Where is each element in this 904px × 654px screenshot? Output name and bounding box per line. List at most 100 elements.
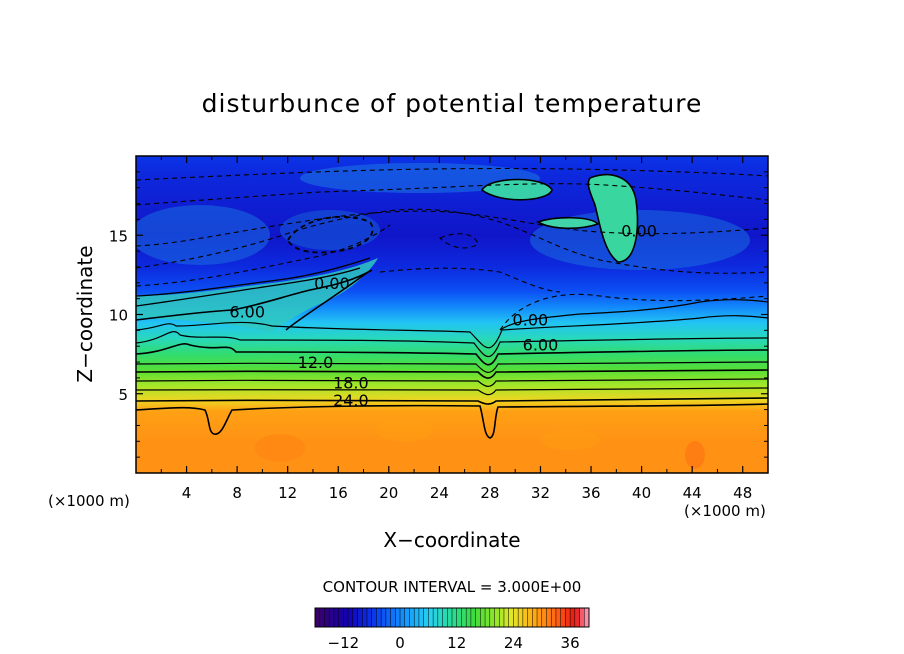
x-tick-label: 28	[480, 484, 499, 502]
colorbar-swatch	[319, 608, 325, 627]
negative-contour	[136, 208, 768, 274]
colorbar-swatch	[418, 608, 424, 627]
negative-contour	[136, 210, 768, 247]
x-unit-left: (×1000 m)	[48, 492, 130, 510]
colorbar-swatch	[532, 608, 538, 627]
y-axis-label: Z−coordinate	[73, 245, 97, 382]
negative-contour	[136, 183, 768, 206]
contour-line	[499, 299, 768, 331]
colorbar-tick-label: 12	[447, 634, 466, 652]
colorbar-swatch	[456, 608, 462, 627]
colorbar-swatch	[470, 608, 476, 627]
colorbar-swatch	[513, 608, 519, 627]
contour-line	[136, 369, 768, 379]
colorbar-swatch	[579, 608, 585, 627]
colorbar-swatch	[503, 608, 509, 627]
colorbar-swatch	[404, 608, 410, 627]
x-tick-label: 44	[683, 484, 702, 502]
surface-cell	[255, 434, 305, 462]
contour-line	[136, 269, 373, 321]
negative-contour	[286, 215, 374, 254]
x-tick-label: 20	[379, 484, 398, 502]
colorbar-tick-label: 36	[561, 634, 580, 652]
colorbar-swatch	[574, 608, 580, 627]
contour-interval-text: CONTOUR INTERVAL = 3.000E+00	[323, 578, 582, 596]
contour-line	[136, 378, 768, 387]
contour-lines	[136, 173, 768, 439]
colorbar-swatch	[395, 608, 401, 627]
colorbar-swatch	[494, 608, 500, 627]
contour-labels: 0.00 6.00 12.0 18.024.0 0.00 6.00 0.00	[229, 221, 656, 410]
contour-label: 0.00	[513, 310, 549, 329]
x-tick-label: 32	[531, 484, 550, 502]
colorbar-swatch	[362, 608, 368, 627]
colorbar-swatch	[541, 608, 547, 627]
cold-pocket	[136, 205, 270, 265]
contour-line	[285, 271, 369, 331]
colorbar-swatch	[428, 608, 434, 627]
colorbar	[314, 607, 590, 628]
colorbar-tick-label: 24	[504, 634, 523, 652]
colorbar-swatch	[414, 608, 420, 627]
cold-pocket	[280, 210, 380, 250]
x-unit-right: (×1000 m)	[684, 502, 766, 520]
x-tick-label: 4	[182, 484, 192, 502]
colorbar-swatch	[570, 608, 576, 627]
negative-contours	[136, 167, 768, 331]
colorbar-swatch	[489, 608, 495, 627]
colorbar-swatch	[485, 608, 491, 627]
colorbar-swatch	[433, 608, 439, 627]
negative-contour	[379, 267, 561, 293]
colorbar-swatch	[409, 608, 415, 627]
x-tick-label: 8	[232, 484, 242, 502]
colorbar-swatch	[522, 608, 528, 627]
colorbar-swatch	[537, 608, 543, 627]
colorbar-swatch	[348, 608, 354, 627]
colorbar-swatch	[343, 608, 349, 627]
colorbar-swatch	[475, 608, 481, 627]
plot-area: 0.00 6.00 12.0 18.024.0 0.00 6.00 0.00	[136, 156, 768, 473]
colorbar-swatch	[546, 608, 552, 627]
negative-contour	[499, 293, 768, 331]
contour-label: 6.00	[229, 302, 265, 321]
colorbar-swatch	[333, 608, 339, 627]
contour-line	[136, 267, 361, 307]
colorbar-swatch	[366, 608, 372, 627]
surface-cell	[685, 441, 705, 469]
contour-label: 6.00	[523, 336, 559, 355]
contour-line	[136, 403, 768, 439]
negative-contour	[136, 167, 768, 181]
colorbar-swatch	[518, 608, 524, 627]
y-tick-label: 5	[118, 386, 128, 404]
colorbar-swatch	[338, 608, 344, 627]
colorbar-swatch	[390, 608, 396, 627]
contour-line	[136, 343, 768, 366]
colorbar-swatch	[442, 608, 448, 627]
colorbar-swatch	[329, 608, 335, 627]
warm-patch	[538, 217, 598, 229]
x-tick-label: 48	[733, 484, 752, 502]
contour-line	[136, 257, 371, 297]
surface-cell	[540, 430, 600, 450]
colorbar-swatch	[527, 608, 533, 627]
colorbar-swatch	[461, 608, 467, 627]
contour-line	[587, 173, 639, 263]
colorbar-swatch	[551, 608, 557, 627]
y-tick-label: 10	[109, 307, 128, 325]
x-axis-label: X−coordinate	[383, 528, 520, 552]
x-tick-label: 12	[278, 484, 297, 502]
warm-patch	[588, 174, 638, 262]
colorbar-swatch	[508, 608, 514, 627]
contour-line	[136, 361, 768, 373]
colorbar-frame	[314, 607, 590, 628]
contour-label: 0.00	[314, 274, 350, 293]
colorbar-swatch	[385, 608, 391, 627]
colorbar-swatch	[565, 608, 571, 627]
colorbar-swatch	[560, 608, 566, 627]
colorbar-swatch	[499, 608, 505, 627]
colorbar-swatch	[357, 608, 363, 627]
contour-line	[136, 315, 768, 349]
x-tick-label: 24	[430, 484, 449, 502]
surface-cells	[255, 418, 705, 469]
chart-title: disturbunce of potential temperature	[202, 89, 703, 118]
